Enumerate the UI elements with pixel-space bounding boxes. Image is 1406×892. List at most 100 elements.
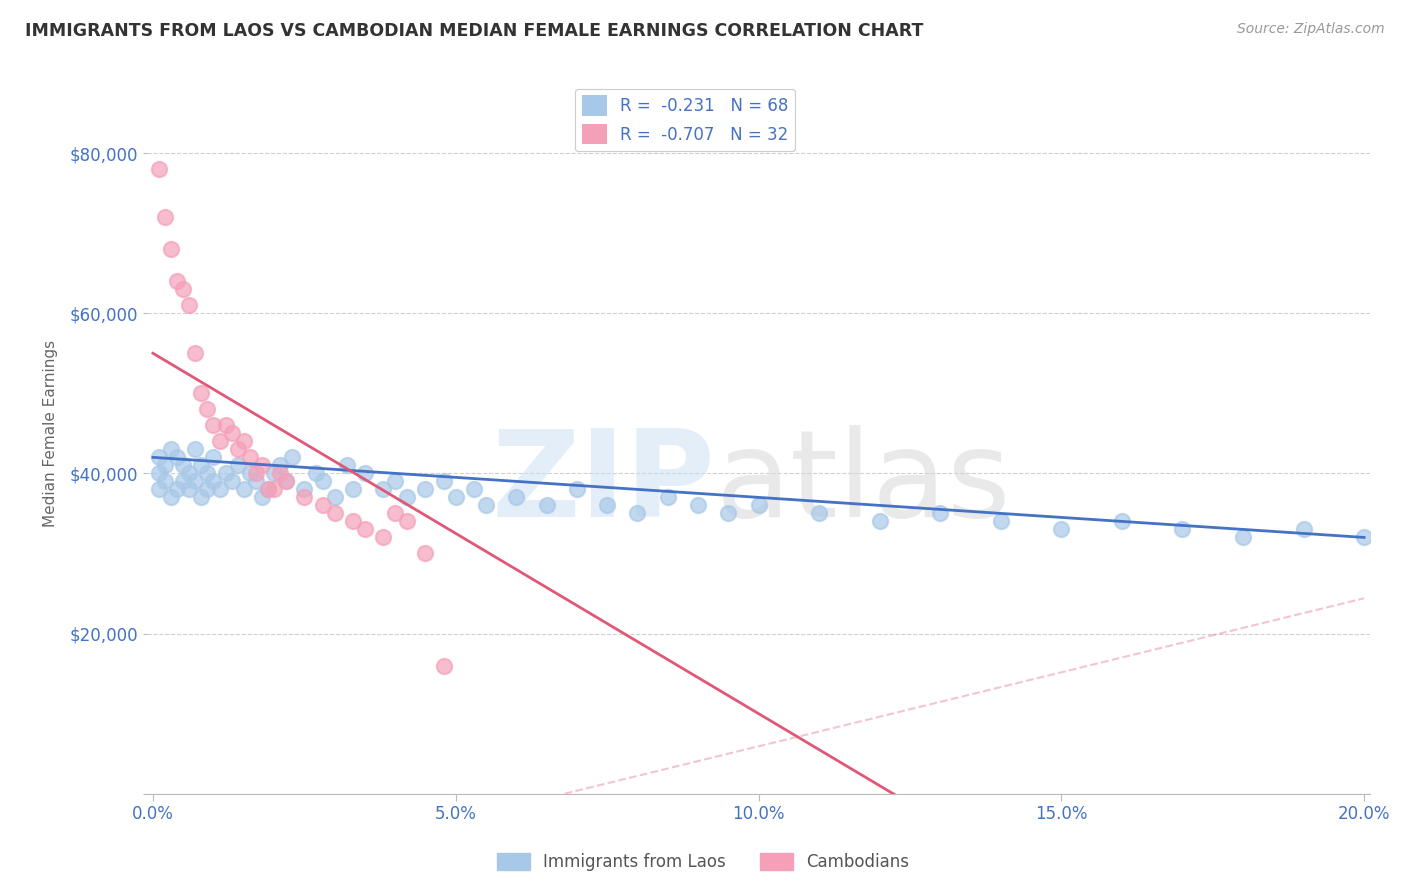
Legend: Immigrants from Laos, Cambodians: Immigrants from Laos, Cambodians (488, 845, 918, 880)
Point (179, 483, 201, 497)
Point (336, 458, 359, 473)
Legend: R =  -0.231   N = 68, R =  -0.707   N = 32: R = -0.231 N = 68, R = -0.707 N = 32 (575, 88, 796, 151)
Point (269, 458, 291, 473)
Point (1232, 530, 1254, 544)
Point (433, 658, 456, 673)
Point (747, 499, 769, 513)
Point (250, 458, 273, 473)
Point (717, 507, 740, 521)
Point (160, 442, 183, 457)
Point (354, 467, 377, 481)
Point (153, 475, 176, 489)
Point (172, 458, 194, 473)
Point (536, 499, 558, 513)
Point (384, 475, 406, 489)
Point (1171, 523, 1194, 537)
Point (221, 426, 243, 441)
Point (197, 402, 219, 417)
Point (153, 210, 176, 224)
Point (371, 530, 394, 544)
Point (505, 491, 527, 505)
Point (153, 458, 176, 473)
Text: IMMIGRANTS FROM LAOS VS CAMBODIAN MEDIAN FEMALE EARNINGS CORRELATION CHART: IMMIGRANTS FROM LAOS VS CAMBODIAN MEDIAN… (25, 22, 924, 40)
Point (396, 515, 419, 529)
Point (384, 507, 406, 521)
Point (342, 515, 364, 529)
Point (226, 442, 249, 457)
Point (184, 475, 207, 489)
Point (276, 475, 298, 489)
Point (990, 515, 1012, 529)
Point (179, 467, 201, 481)
Point (148, 467, 170, 481)
Point (263, 483, 285, 497)
Point (208, 434, 231, 449)
Point (190, 491, 212, 505)
Point (257, 483, 280, 497)
Point (929, 507, 952, 521)
Point (415, 483, 437, 497)
Point (166, 483, 188, 497)
Point (232, 483, 254, 497)
Point (184, 346, 207, 360)
Point (148, 450, 170, 465)
Point (323, 491, 346, 505)
Point (1292, 523, 1315, 537)
Point (323, 507, 346, 521)
Point (245, 467, 267, 481)
Point (415, 546, 437, 560)
Point (179, 298, 201, 312)
Y-axis label: Median Female Earnings: Median Female Earnings (44, 340, 58, 527)
Point (190, 458, 212, 473)
Point (208, 483, 231, 497)
Text: Source: ZipAtlas.com: Source: ZipAtlas.com (1237, 22, 1385, 37)
Point (172, 475, 194, 489)
Point (197, 467, 219, 481)
Point (202, 475, 225, 489)
Point (257, 483, 280, 497)
Point (808, 507, 831, 521)
Point (433, 475, 456, 489)
Point (475, 499, 498, 513)
Point (148, 162, 170, 177)
Point (657, 491, 679, 505)
Point (1111, 515, 1133, 529)
Point (202, 450, 225, 465)
Point (1050, 523, 1073, 537)
Point (214, 418, 236, 433)
Point (221, 475, 243, 489)
Point (214, 467, 236, 481)
Point (232, 434, 254, 449)
Point (565, 483, 588, 497)
Point (354, 523, 377, 537)
Point (292, 483, 315, 497)
Point (463, 483, 485, 497)
Point (1353, 530, 1375, 544)
Point (239, 467, 262, 481)
Point (281, 450, 304, 465)
Point (160, 491, 183, 505)
Point (292, 491, 315, 505)
Point (626, 507, 648, 521)
Point (686, 499, 709, 513)
Point (305, 467, 328, 481)
Point (444, 491, 467, 505)
Text: atlas: atlas (716, 425, 1011, 542)
Point (239, 450, 262, 465)
Point (311, 499, 333, 513)
Point (245, 475, 267, 489)
Point (190, 386, 212, 401)
Point (226, 458, 249, 473)
Point (596, 499, 619, 513)
Point (160, 242, 183, 256)
Point (184, 442, 207, 457)
Point (269, 467, 291, 481)
Point (202, 418, 225, 433)
Point (148, 483, 170, 497)
Point (166, 450, 188, 465)
Point (276, 475, 298, 489)
Point (371, 483, 394, 497)
Text: ZIP: ZIP (492, 425, 716, 542)
Point (197, 483, 219, 497)
Point (869, 515, 891, 529)
